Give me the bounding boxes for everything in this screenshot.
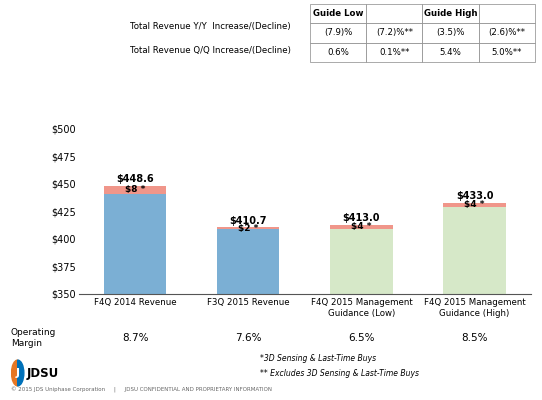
Text: 8.7%: 8.7% [122, 333, 149, 343]
Wedge shape [11, 360, 18, 386]
Text: 7.6%: 7.6% [235, 333, 262, 343]
Bar [217, 227, 280, 230]
Bar [104, 194, 166, 294]
Bar [217, 230, 280, 294]
Text: *3D Sensing & Last-Time Buys: *3D Sensing & Last-Time Buys [260, 354, 376, 363]
Text: $448.6: $448.6 [117, 174, 154, 184]
Bar [330, 225, 392, 229]
Text: ** Excludes 3D Sensing & Last-Time Buys: ** Excludes 3D Sensing & Last-Time Buys [260, 369, 419, 378]
Text: $8 *: $8 * [125, 186, 145, 194]
Text: $413.0: $413.0 [343, 213, 380, 223]
Text: $410.7: $410.7 [230, 216, 267, 226]
Text: 6.5%: 6.5% [348, 333, 375, 343]
Text: Total Revenue Q/Q Increase/(Decline): Total Revenue Q/Q Increase/(Decline) [130, 46, 291, 54]
Wedge shape [18, 360, 24, 386]
Text: J: J [16, 368, 20, 378]
Text: JDSU: JDSU [27, 366, 60, 380]
Text: $433.0: $433.0 [456, 191, 493, 201]
Text: 8.5%: 8.5% [461, 333, 488, 343]
Text: $4 *: $4 * [464, 200, 485, 209]
Text: Operating
Margin: Operating Margin [11, 328, 56, 348]
Text: $4 *: $4 * [351, 222, 372, 231]
Bar [443, 207, 506, 294]
Bar [443, 203, 506, 207]
Bar [330, 229, 392, 294]
Text: © 2015 JDS Uniphase Corporation     |     JDSU CONFIDENTIAL AND PROPRIETARY INFO: © 2015 JDS Uniphase Corporation | JDSU C… [11, 387, 272, 393]
Bar [104, 186, 166, 194]
Text: $2 *: $2 * [238, 224, 259, 233]
Text: Total Revenue Y/Y  Increase/(Decline): Total Revenue Y/Y Increase/(Decline) [130, 22, 291, 30]
